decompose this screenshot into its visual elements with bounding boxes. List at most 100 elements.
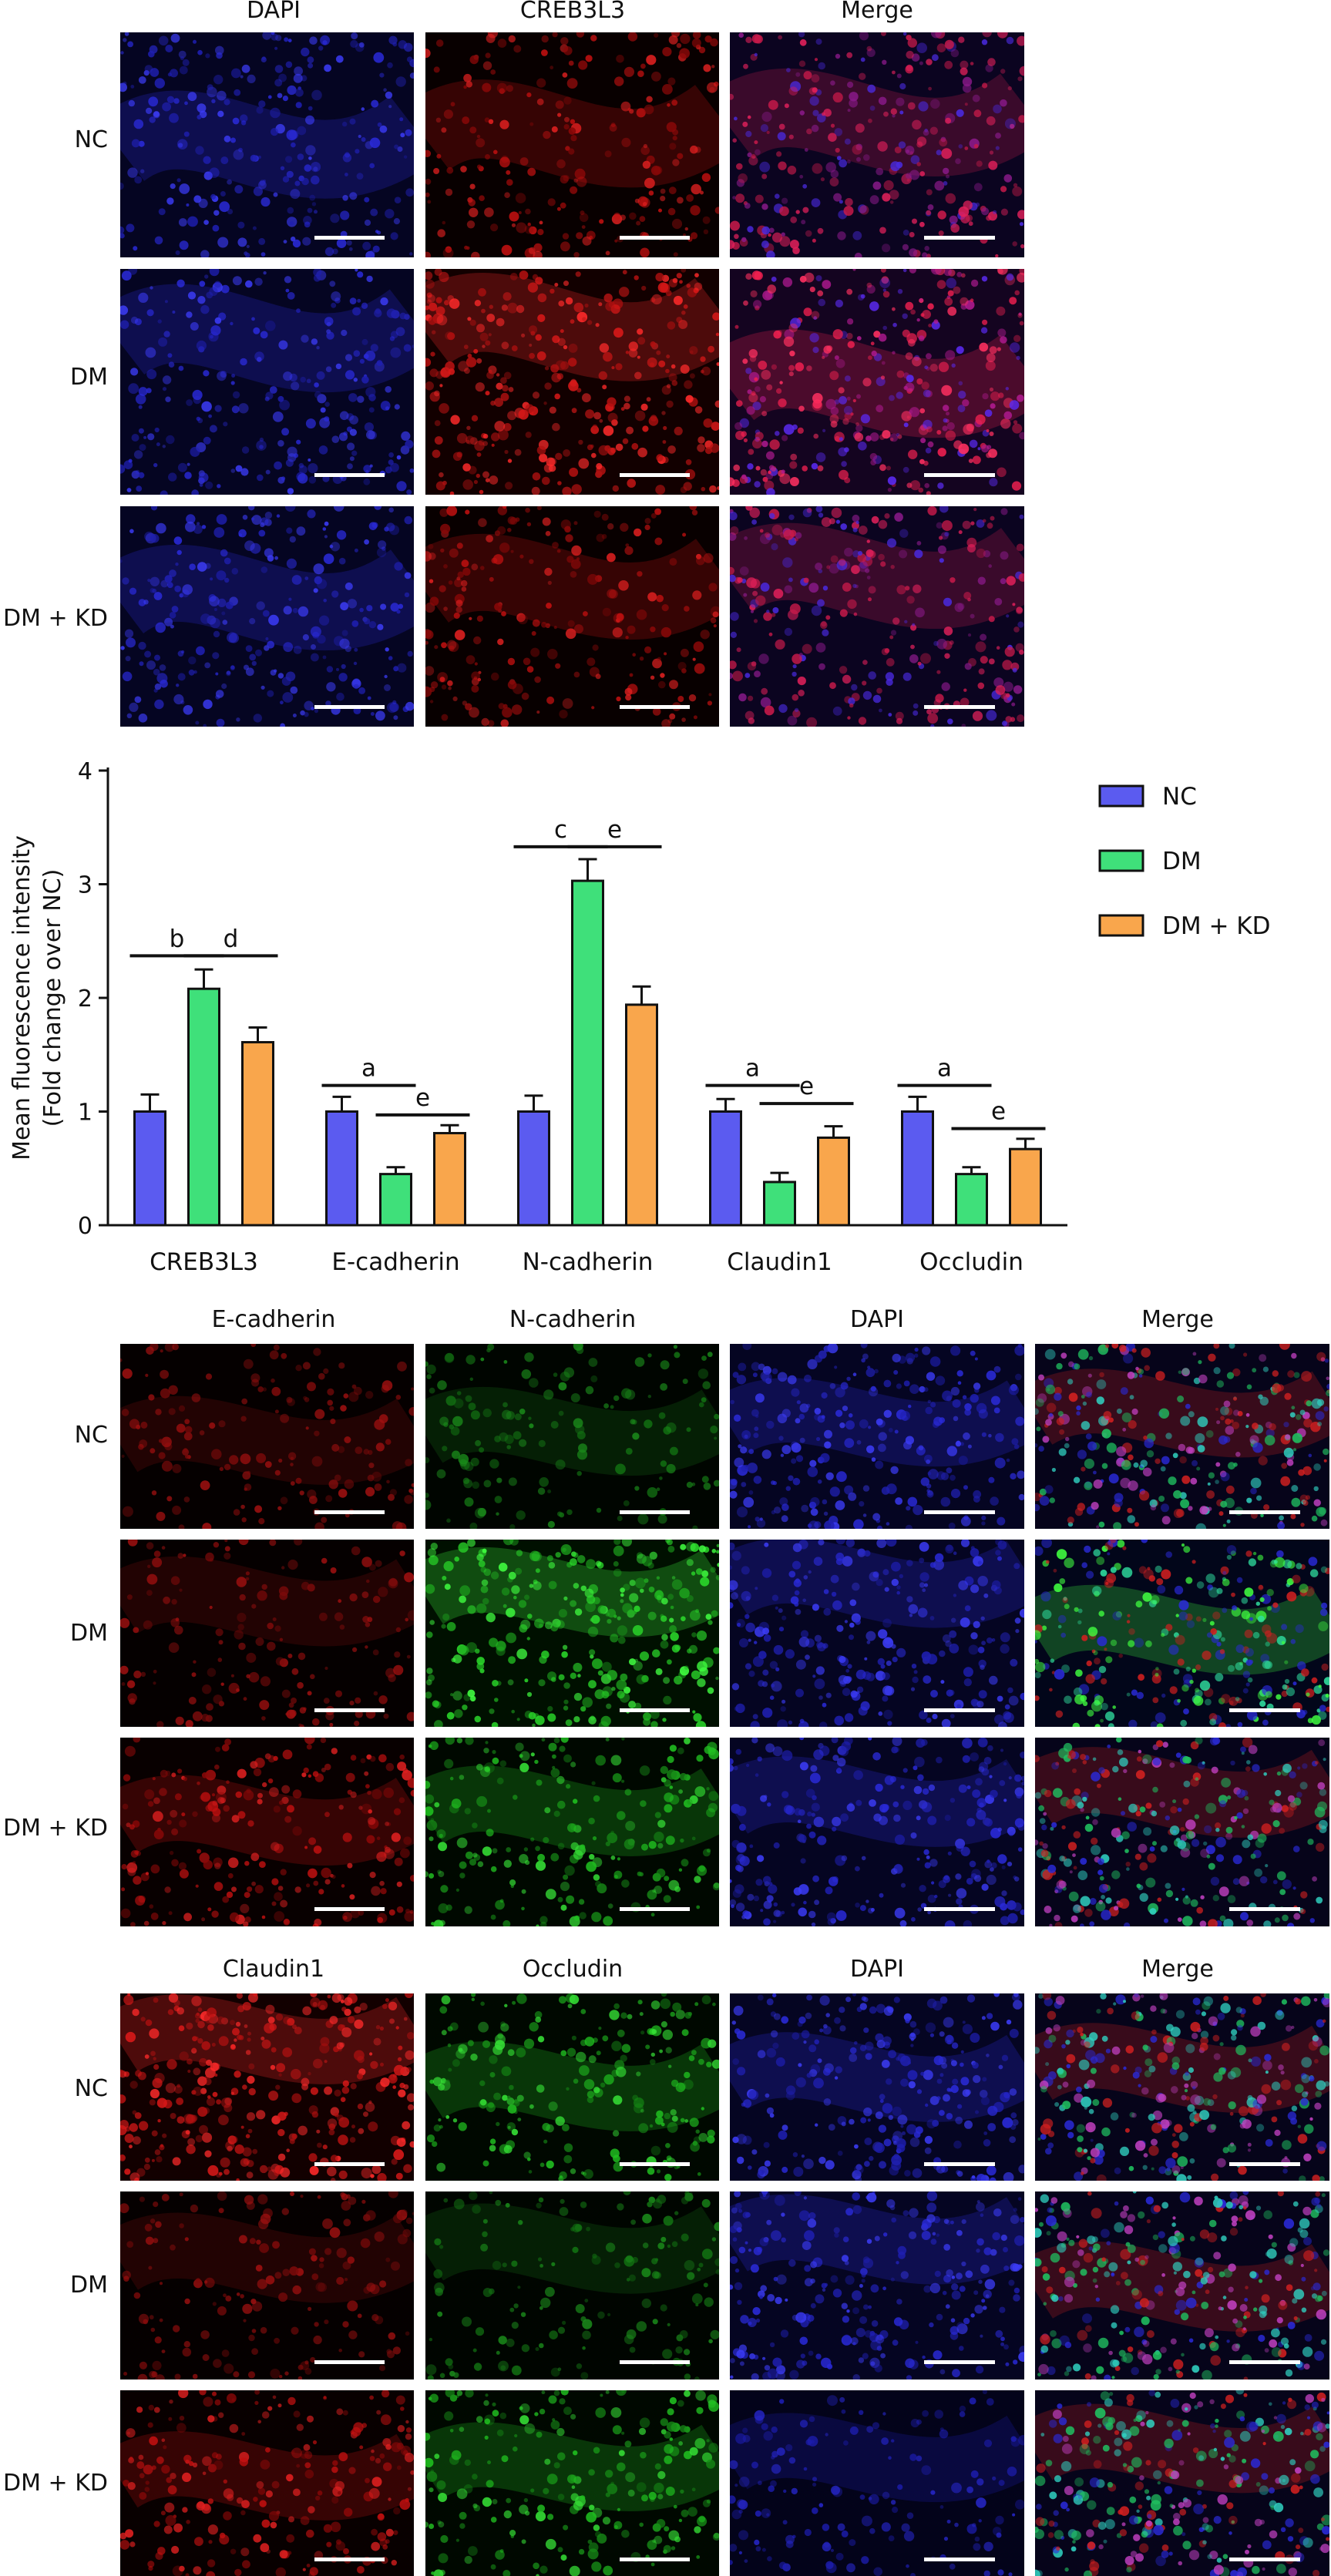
fig1-panel-dmkd-merge	[730, 506, 1024, 727]
scale-bar	[314, 1510, 385, 1514]
scale-bar	[314, 473, 385, 477]
fig1-panel-nc-dapi	[120, 32, 414, 257]
fig3-panel-dm-claudin1	[120, 2191, 414, 2380]
significance-label: d	[224, 925, 239, 952]
y-tick-label: 1	[78, 1100, 92, 1127]
scale-bar	[314, 2162, 385, 2166]
fig1-panel-dm-creb3l3	[425, 269, 719, 495]
bar-dm	[187, 987, 220, 1227]
fig3-panel-nc-occludin	[425, 1993, 719, 2181]
fig2-col-label-merge: Merge	[1141, 1306, 1214, 1333]
bar-nc	[709, 1110, 742, 1227]
fig3-col-label-claudin1: Claudin1	[222, 1956, 325, 1983]
fig2-panel-dm-dapi	[730, 1540, 1024, 1727]
bar-dm	[763, 1181, 796, 1227]
scale-bar	[314, 1907, 385, 1911]
fig3-panel-dm-occludin	[425, 2191, 719, 2380]
fig3-row-label-nc: NC	[74, 2075, 108, 2102]
bar-dmkd	[625, 1003, 658, 1227]
fig2-col-label-dapi: DAPI	[849, 1306, 905, 1333]
fig1-panel-dmkd-creb3l3	[425, 506, 719, 727]
fig1-row-label-nc: NC	[74, 126, 108, 153]
scale-bar	[314, 705, 385, 709]
bar-nc	[133, 1110, 166, 1227]
y-tick-label: 0	[78, 1213, 92, 1240]
scale-bar	[924, 1907, 995, 1911]
scale-bar	[620, 2558, 690, 2561]
legend-swatch-dm	[1098, 849, 1144, 872]
fig1-col-label-merge: Merge	[841, 0, 913, 24]
fig2-row-label-dmkd: DM + KD	[3, 1815, 108, 1842]
scale-bar	[620, 705, 690, 709]
fig3-panel-dm-merge	[1035, 2191, 1329, 2380]
fig1-panel-nc-creb3l3	[425, 32, 719, 257]
x-tick-label: E-cadherin	[331, 1248, 459, 1276]
legend-label-nc: NC	[1162, 783, 1197, 811]
scale-bar	[620, 1510, 690, 1514]
scale-bar	[620, 473, 690, 477]
fig1-panel-dm-merge	[730, 269, 1024, 495]
scale-bar	[924, 2162, 995, 2166]
fig2-panel-nc-dapi	[730, 1344, 1024, 1529]
fig3-panel-dmkd-claudin1	[120, 2390, 414, 2576]
x-tick-label: Claudin1	[727, 1248, 832, 1276]
scale-bar	[620, 1708, 690, 1712]
fig3-col-label-merge: Merge	[1141, 1956, 1214, 1983]
fig3-panel-dm-dapi	[730, 2191, 1024, 2380]
y-axis-label: Mean fluorescence intensity	[8, 835, 35, 1160]
fig3-panel-dmkd-dapi	[730, 2390, 1024, 2576]
fig2-panel-nc-ecadherin	[120, 1344, 414, 1529]
y-tick-label: 3	[78, 872, 92, 899]
fig3-col-label-occludin: Occludin	[522, 1956, 623, 1983]
bar-dm	[955, 1173, 988, 1227]
significance-label: b	[170, 925, 185, 952]
scale-bar	[1229, 1510, 1300, 1514]
scale-bar	[620, 2360, 690, 2364]
scale-bar	[924, 705, 995, 709]
fig1-panel-nc-merge	[730, 32, 1024, 257]
fig2-row-label-nc: NC	[74, 1422, 108, 1449]
legend-label-dm: DM	[1162, 848, 1202, 875]
scale-bar	[1229, 2162, 1300, 2166]
scale-bar	[314, 236, 385, 240]
fig2-col-label-ecadherin: E-cadherin	[211, 1306, 336, 1333]
fig2-panel-dm-ecadherin	[120, 1540, 414, 1727]
fig3-panel-dmkd-merge	[1035, 2390, 1329, 2576]
scale-bar	[924, 2360, 995, 2364]
fig1-col-label-creb3l3: CREB3L3	[519, 0, 626, 24]
x-tick-label: Occludin	[919, 1248, 1023, 1276]
y-tick-label: 4	[78, 758, 92, 785]
x-tick-label: N-cadherin	[523, 1248, 654, 1276]
fig3-panel-nc-claudin1	[120, 1993, 414, 2181]
fig3-row-label-dm: DM	[70, 2272, 108, 2299]
fig3-row-label-dmkd: DM + KD	[3, 2470, 108, 2497]
fig2-panel-dmkd-merge	[1035, 1738, 1329, 1926]
bar-dm	[379, 1173, 412, 1227]
fig3-col-label-dapi: DAPI	[849, 1956, 905, 1983]
y-axis-label-2: (Fold change over NC)	[39, 869, 66, 1127]
significance-label: e	[607, 816, 622, 844]
fig2-panel-dmkd-dapi	[730, 1738, 1024, 1926]
scale-bar	[924, 236, 995, 240]
fig2-panel-dmkd-ecadherin	[120, 1738, 414, 1926]
significance-label: e	[991, 1098, 1006, 1126]
fig2-row-label-dm: DM	[70, 1620, 108, 1647]
significance-label: e	[415, 1084, 430, 1112]
bar-dmkd	[817, 1136, 850, 1227]
bar-dm	[571, 879, 604, 1227]
x-tick-label: CREB3L3	[150, 1248, 258, 1276]
scale-bar	[924, 1708, 995, 1712]
scale-bar	[924, 2558, 995, 2561]
scale-bar	[924, 473, 995, 477]
scale-bar	[620, 1907, 690, 1911]
fig1-col-label-dapi: DAPI	[246, 0, 301, 24]
fig2-panel-dmkd-ncadherin	[425, 1738, 719, 1926]
fig2-panel-nc-merge	[1035, 1344, 1329, 1529]
fig3-panel-nc-merge	[1035, 1993, 1329, 2181]
bar-dmkd	[433, 1132, 466, 1227]
fig1-row-label-dm: DM	[70, 364, 108, 391]
fig3-panel-dmkd-occludin	[425, 2390, 719, 2576]
significance-label: a	[745, 1055, 760, 1083]
scale-bar	[1229, 2360, 1300, 2364]
fig2-col-label-ncadherin: N-cadherin	[509, 1306, 637, 1333]
